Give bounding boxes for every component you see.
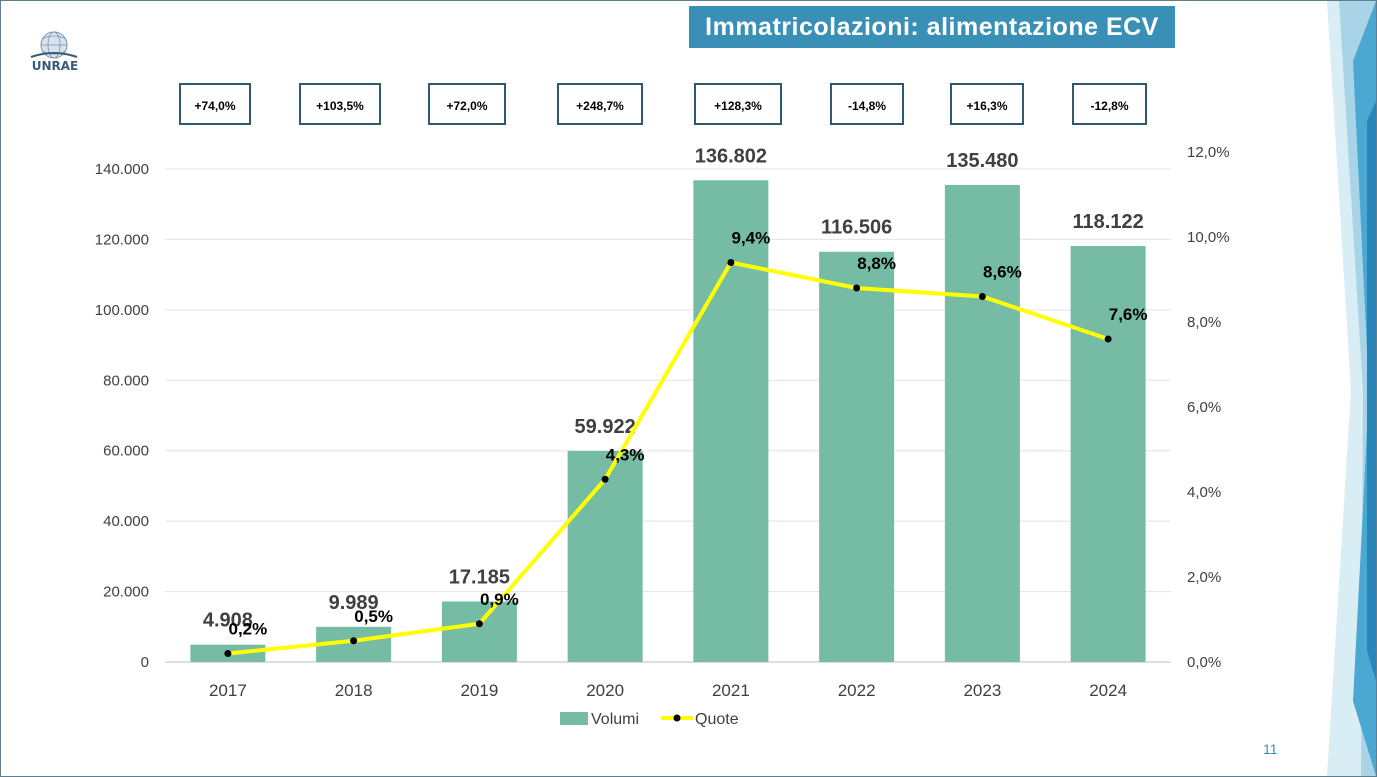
bar-value-label: 116.506 [821,217,892,239]
left-axis-tick-label: 40.000 [103,513,149,530]
bar-value-label: 17.185 [449,566,510,588]
legend-swatch-volumi [560,712,588,725]
bar [1070,246,1146,662]
quote-point [475,620,483,628]
growth-box: +248,7% [557,83,643,125]
bar-value-label: 9.989 [329,592,379,614]
growth-box: +103,5% [299,83,381,125]
bar-value-label: 136.802 [695,145,767,167]
quote-point [350,637,358,645]
quote-line [227,260,1109,656]
growth-box: -14,8% [830,83,904,125]
x-axis-tick-label: 2020 [586,681,624,700]
quote-point [853,284,861,292]
quote-value-label: 0,2% [229,620,268,639]
left-axis-tick-label: 60.000 [103,443,149,460]
bar-value-label: 4.908 [203,610,253,632]
quote-point [1104,335,1112,343]
right-axis-tick-label: 10,0% [1187,229,1230,246]
left-axis-tick-label: 80.000 [103,372,149,389]
x-axis-tick-label: 2021 [712,681,750,700]
legend-label-quote: Quote [695,711,739,728]
page-number: 11 [1263,741,1278,757]
logo-text: UNRAE [31,59,79,73]
title-banner: Immatricolazioni: alimentazione ECV [689,6,1175,48]
left-axis-tick-label: 20.000 [103,584,149,601]
quote-value-label: 8,6% [983,263,1022,282]
x-axis-tick-label: 2018 [335,681,373,700]
right-axis-tick-label: 12,0% [1187,144,1230,161]
bar [693,180,769,662]
left-axis-tick-label: 120.000 [95,231,149,248]
x-axis-tick-label: 2017 [209,681,247,700]
right-axis-tick-label: 0,0% [1187,654,1221,671]
slide-title: Immatricolazioni: alimentazione ECV [705,13,1159,41]
bar [819,251,895,663]
unrae-logo: UNRAE [23,27,85,77]
bar-value-label: 118.122 [1073,211,1144,233]
right-axis-tick-label: 6,0% [1187,399,1221,416]
x-axis-tick-label: 2023 [963,681,1001,700]
growth-box: +74,0% [179,83,251,125]
left-axis-tick-label: 0 [141,654,149,671]
x-axis-tick-label: 2022 [838,681,876,700]
legend-marker-quote [673,714,681,722]
quote-value-label: 9,4% [732,229,771,248]
left-axis-tick-label: 100.000 [95,302,149,319]
bar-value-label: 135.480 [946,150,1018,172]
growth-box: +16,3% [950,83,1024,125]
growth-box: -12,8% [1072,83,1147,125]
bar [944,184,1020,662]
quote-value-label: 0,5% [354,607,393,626]
x-axis-tick-label: 2019 [460,681,498,700]
quote-point [224,650,232,657]
globe-icon [30,31,78,59]
quote-point [978,293,986,300]
bar [441,601,517,662]
right-axis-tick-label: 8,0% [1187,314,1221,331]
quote-value-label: 0,9% [480,590,519,609]
growth-box: +128,3% [694,83,782,125]
bar [567,450,643,662]
quote-value-label: 8,8% [857,254,896,273]
left-axis-tick-label: 140.000 [95,161,149,178]
quote-point [727,259,735,266]
growth-box: +72,0% [428,83,506,125]
right-axis-tick-label: 2,0% [1187,569,1221,586]
x-axis-tick-label: 2024 [1089,681,1127,700]
quote-point [601,475,609,483]
bar-value-label: 59.922 [575,416,636,438]
right-axis-tick-label: 4,0% [1187,484,1221,501]
quote-value-label: 7,6% [1109,305,1148,324]
legend-label-volumi: Volumi [591,711,639,728]
quote-value-label: 4,3% [606,445,645,464]
